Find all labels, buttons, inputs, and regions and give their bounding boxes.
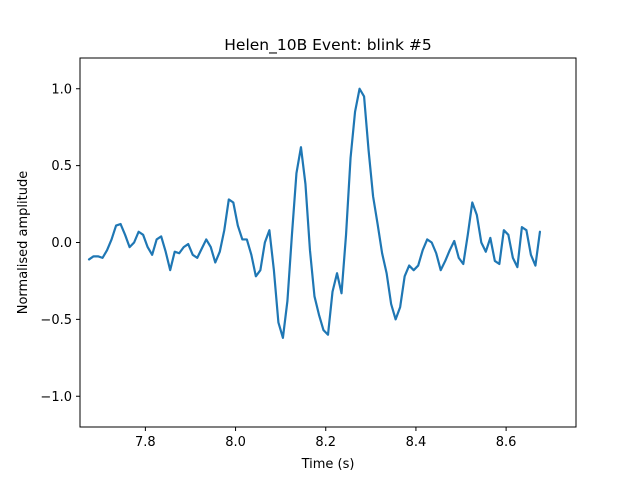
y-tick-label: 0.0 bbox=[51, 236, 72, 251]
y-tick-label: 1.0 bbox=[51, 82, 72, 97]
x-axis-label: Time (s) bbox=[301, 457, 355, 472]
x-tick-label: 8.4 bbox=[406, 435, 427, 450]
y-axis-label: Normalised amplitude bbox=[16, 171, 31, 315]
x-tick-label: 7.8 bbox=[135, 435, 156, 450]
chart-title: Helen_10B Event: blink #5 bbox=[224, 36, 431, 55]
y-tick-label: −1.0 bbox=[40, 390, 72, 405]
x-tick-label: 8.6 bbox=[496, 435, 517, 450]
y-tick-label: −0.5 bbox=[40, 313, 72, 328]
axis-ticks: 7.8 8.0 8.2 8.4 8.6 −1.0 −0.5 0.0 0.5 1.0 bbox=[40, 82, 516, 450]
y-tick-label: 0.5 bbox=[51, 159, 72, 174]
axes-frame bbox=[79, 57, 577, 428]
x-tick-label: 8.2 bbox=[315, 435, 336, 450]
series-line-0 bbox=[87, 87, 542, 339]
plot-area bbox=[87, 87, 542, 339]
x-tick-label: 8.0 bbox=[225, 435, 246, 450]
